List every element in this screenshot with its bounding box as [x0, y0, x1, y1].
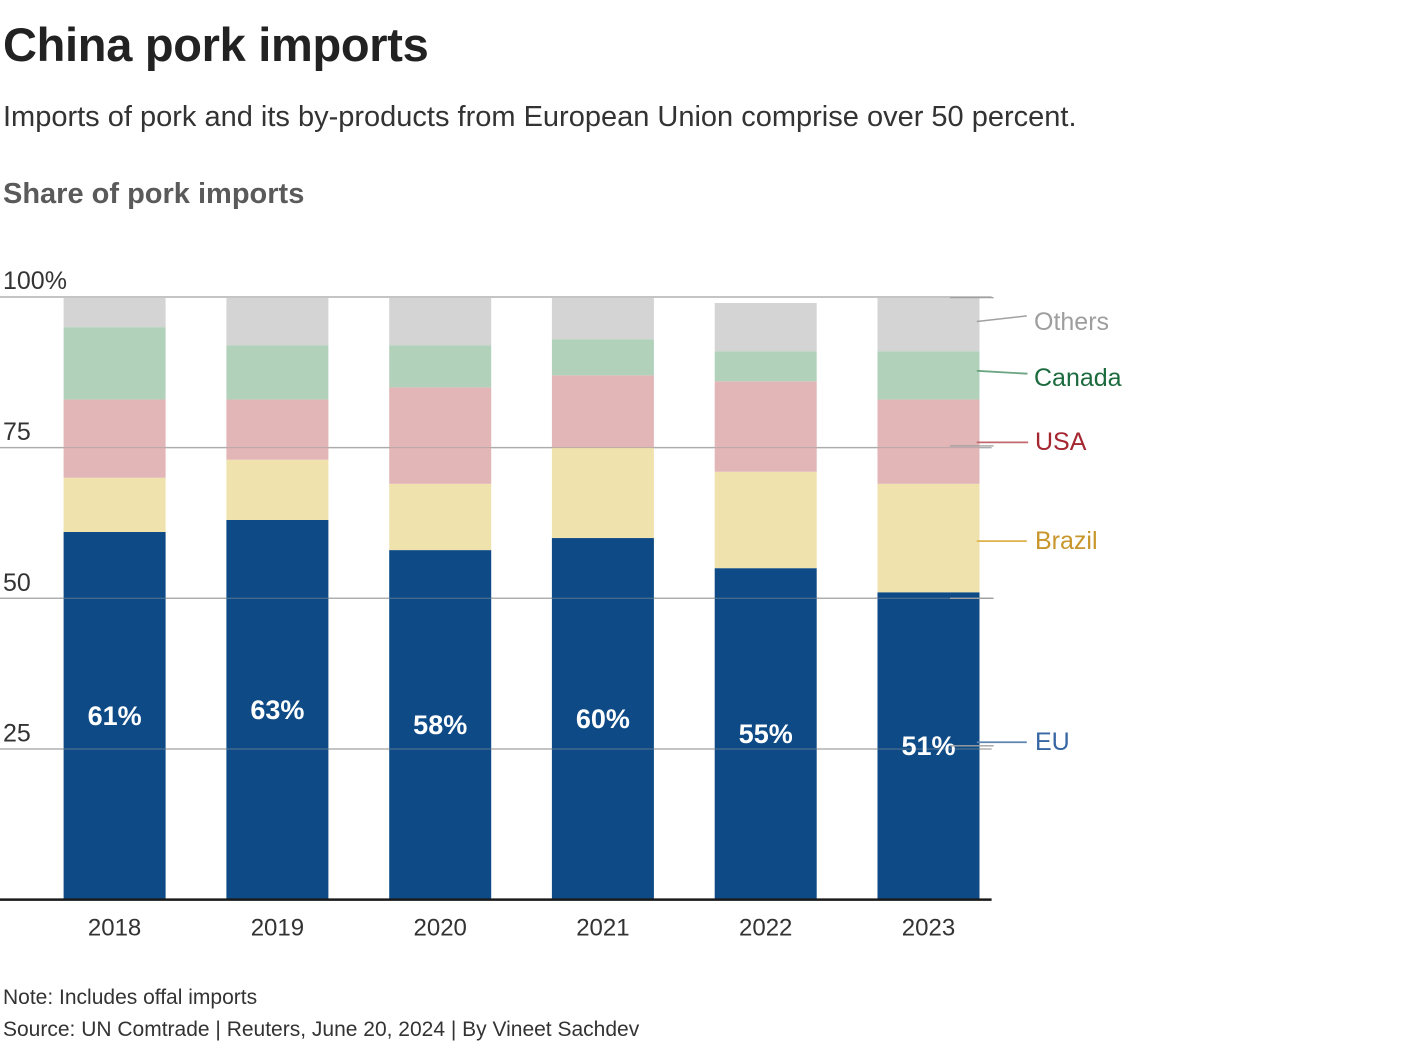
svg-text:USA: USA — [1035, 428, 1087, 456]
svg-text:2021: 2021 — [576, 915, 629, 942]
svg-text:58%: 58% — [413, 710, 467, 740]
svg-text:2020: 2020 — [414, 915, 467, 942]
svg-text:100%: 100% — [3, 267, 67, 295]
svg-text:60%: 60% — [576, 704, 630, 734]
svg-text:2019: 2019 — [251, 915, 304, 942]
svg-text:Brazil: Brazil — [1035, 527, 1098, 555]
svg-text:55%: 55% — [739, 719, 793, 749]
svg-text:25: 25 — [3, 720, 31, 748]
svg-text:61%: 61% — [88, 701, 142, 731]
svg-text:51%: 51% — [901, 731, 955, 761]
svg-text:EU: EU — [1035, 728, 1070, 756]
svg-text:Canada: Canada — [1034, 364, 1122, 392]
svg-text:2018: 2018 — [88, 915, 141, 942]
svg-text:63%: 63% — [250, 695, 304, 725]
svg-text:75: 75 — [3, 418, 31, 446]
svg-text:2022: 2022 — [739, 915, 792, 942]
svg-text:2023: 2023 — [902, 915, 955, 942]
svg-text:Others: Others — [1034, 308, 1109, 336]
svg-text:50: 50 — [3, 569, 31, 597]
